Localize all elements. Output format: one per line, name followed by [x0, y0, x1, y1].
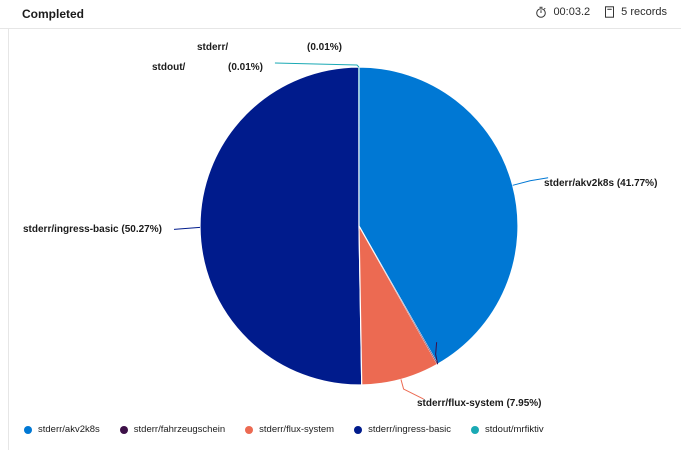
elapsed-time: 00:03.2 [535, 6, 590, 18]
legend-swatch [245, 425, 254, 434]
leader-line-akv2k8s [512, 177, 549, 186]
slice-label-fahrzeugschein-name: stderr/ [197, 42, 228, 53]
legend-item-stderr-fahrzeugschein[interactable]: stderr/fahrzeugschein [119, 424, 226, 435]
slice-label-mrfiktiv-pct: (0.01%) [228, 62, 263, 73]
legend-item-stderr-flux-system[interactable]: stderr/flux-system [245, 424, 334, 435]
panel-divider [8, 29, 9, 450]
slice-label-akv2k8s: stderr/akv2k8s (41.77%) [544, 178, 657, 189]
legend-swatch [24, 425, 32, 434]
leader-line-fahrzeugschein [435, 342, 439, 365]
legend-label: stdout/mrfiktiv [485, 424, 544, 435]
elapsed-time-value: 00:03.2 [553, 6, 591, 18]
slice-label-mrfiktiv-name: stdout/ [152, 62, 186, 73]
stopwatch-icon [536, 6, 547, 18]
query-status: Completed [22, 7, 85, 21]
legend-swatch [119, 425, 128, 434]
legend-swatch [354, 425, 363, 434]
document-icon [605, 6, 615, 18]
legend-item-stderr-akv2k8s[interactable]: stderr/akv2k8s [24, 424, 100, 435]
leader-line-ingress-basic [173, 226, 201, 230]
legend-label: stderr/fahrzeugschein [133, 424, 226, 435]
legend-item-stderr-ingress-basic[interactable]: stderr/ingress-basic [354, 424, 451, 435]
record-count: 5 records [604, 6, 667, 18]
slice-label-fahrzeugschein-pct: (0.01%) [307, 42, 342, 53]
query-meta: 00:03.2 5 records [521, 6, 667, 18]
legend-label: stderr/flux-system [259, 424, 335, 435]
leader-line-mrfiktiv [274, 62, 360, 68]
chart-legend: stderr/akv2k8s stderr/fahrzeugschein stder… [24, 424, 564, 435]
legend-label: stderr/akv2k8s [38, 424, 100, 435]
legend-label: stderr/ingress-basic [368, 424, 451, 435]
slice-label-ingress-basic: stderr/ingress-basic (50.27%) [23, 224, 162, 235]
legend-swatch [471, 425, 479, 434]
pie-slice-stderr-ingress-basic[interactable] [199, 66, 363, 386]
record-count-value: 5 records [621, 6, 667, 18]
slice-label-flux-system: stderr/flux-system (7.95%) [417, 398, 542, 409]
leader-line-flux-system [400, 379, 424, 400]
results-header: Completed 00:03.2 5 records [0, 0, 681, 29]
legend-item-stdout-mrfiktiv[interactable]: stdout/mrfiktiv [471, 424, 544, 435]
